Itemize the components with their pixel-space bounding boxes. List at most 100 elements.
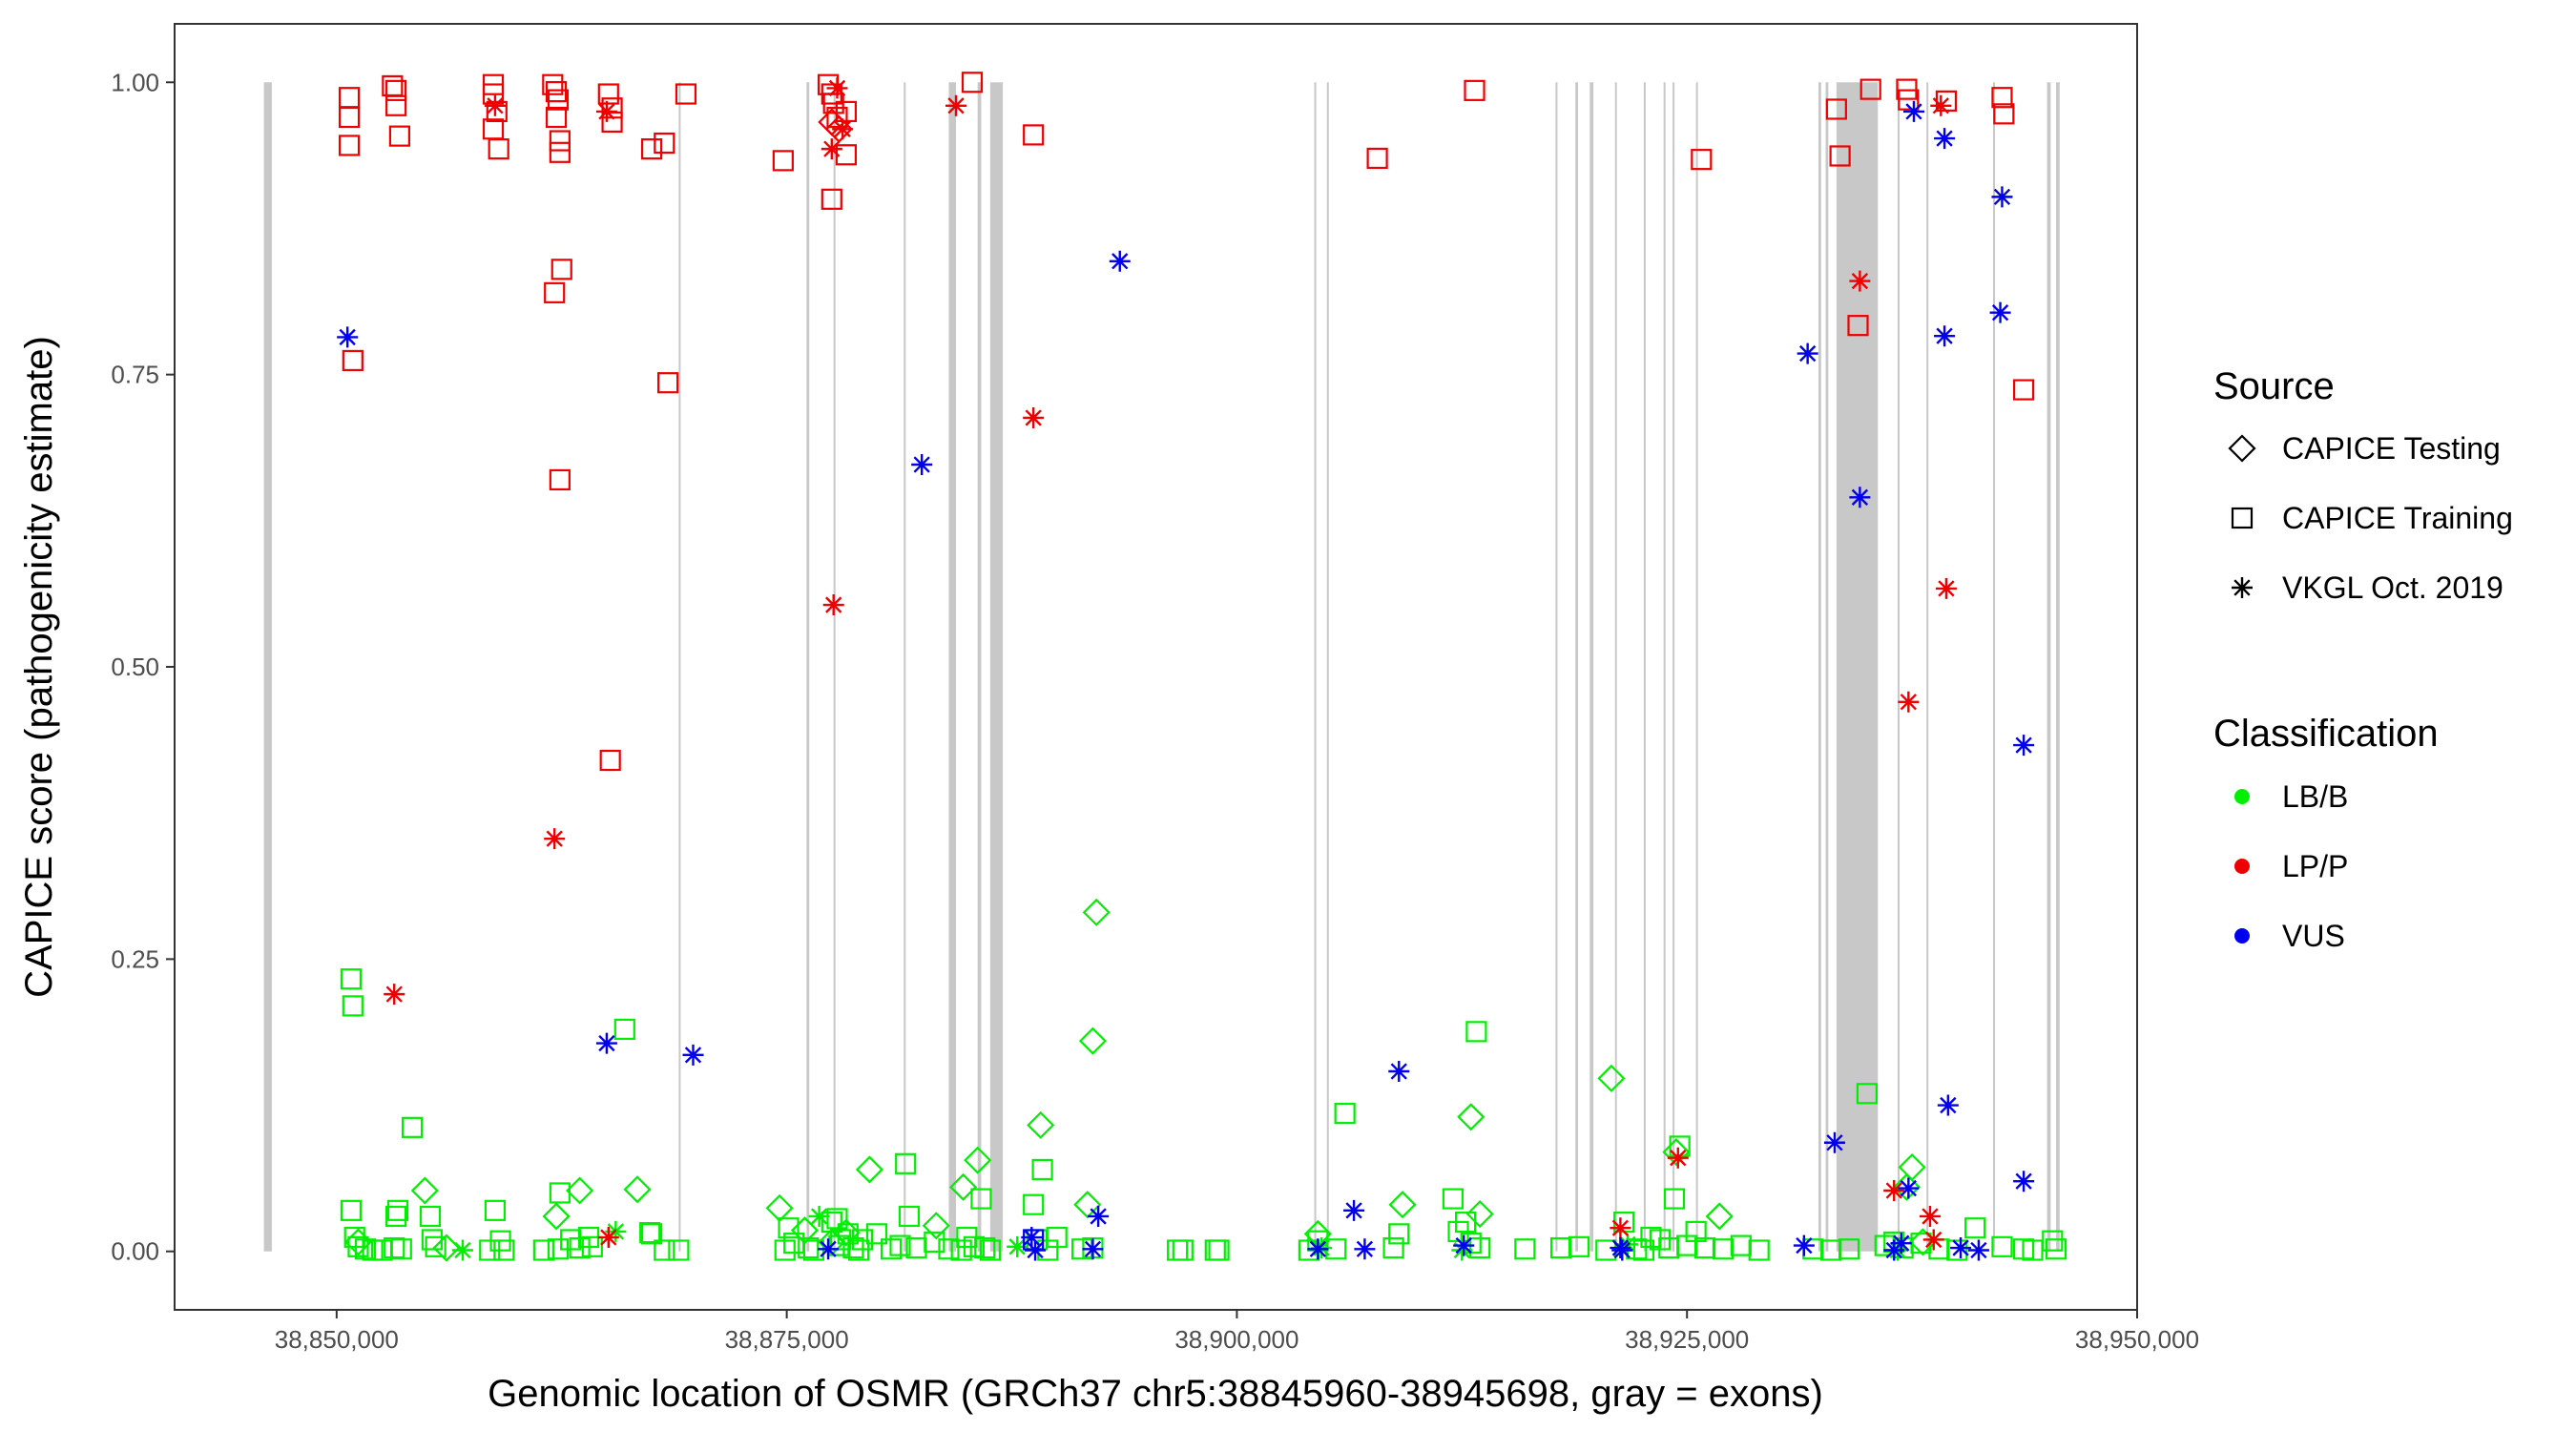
- data-point: [765, 1193, 794, 1222]
- data-point: [1705, 1202, 1734, 1231]
- data-point: [1667, 1147, 1689, 1169]
- data-point: [1930, 94, 1952, 116]
- data-point: [905, 1236, 927, 1259]
- data-point: [354, 1238, 377, 1260]
- data-point: [1823, 1131, 1845, 1153]
- data-point: [1902, 100, 1924, 122]
- data-point: [1023, 1193, 1045, 1215]
- legend-classification-label: VUS: [2282, 919, 2345, 953]
- exon-band: [1825, 82, 1829, 1252]
- data-point: [1898, 691, 1920, 713]
- data-point: [2013, 1171, 2035, 1192]
- data-point: [1465, 1021, 1487, 1043]
- data-point: [347, 1235, 369, 1257]
- data-point: [1991, 1235, 2013, 1257]
- exon-band: [1836, 82, 1879, 1252]
- legend-source-label: CAPICE Testing: [2282, 431, 2501, 466]
- exon-band: [977, 82, 982, 1252]
- data-point: [1088, 1205, 1110, 1227]
- data-point: [2013, 735, 2035, 757]
- data-point: [1934, 325, 1956, 347]
- data-point: [1334, 1103, 1356, 1125]
- data-point: [484, 1199, 507, 1221]
- data-point: [950, 1239, 972, 1261]
- data-point: [1663, 1188, 1686, 1210]
- y-tick-label: 0.50: [111, 653, 159, 681]
- data-point: [549, 1182, 571, 1204]
- exon-band: [2056, 82, 2060, 1252]
- data-point: [544, 281, 566, 303]
- data-point: [640, 1223, 663, 1245]
- data-point: [1307, 1238, 1329, 1260]
- legend: Source CAPICE Testing CAPICE Training VKGL…: [2213, 365, 2513, 953]
- data-point: [1898, 1152, 1926, 1182]
- data-point: [924, 1231, 945, 1254]
- data-point: [1693, 1236, 1716, 1259]
- data-point: [1967, 1239, 1989, 1261]
- data-point: [1388, 1061, 1410, 1083]
- data-point: [1849, 487, 1871, 508]
- data-point: [1934, 128, 1956, 150]
- data-point: [1964, 1217, 1986, 1239]
- data-point: [855, 1155, 883, 1184]
- data-point: [682, 1044, 704, 1066]
- data-point: [970, 1188, 992, 1210]
- data-point: [1388, 1191, 1417, 1219]
- data-point: [1388, 1223, 1410, 1245]
- data-point: [1937, 1094, 1959, 1116]
- data-point: [385, 79, 407, 101]
- data-point: [1025, 1239, 1047, 1261]
- data-point: [1898, 89, 1920, 111]
- legend-source-items: CAPICE Testing CAPICE Training VKGL Oct. 2…: [2228, 431, 2513, 605]
- data-point: [1922, 1229, 1944, 1251]
- data-point: [1946, 1239, 1968, 1261]
- x-tick-label: 38,925,000: [1625, 1325, 1749, 1354]
- data-point: [419, 1205, 442, 1228]
- data-point: [1109, 250, 1131, 272]
- data-point: [822, 594, 844, 616]
- data-point: [482, 118, 505, 140]
- x-tick-label: 38,850,000: [275, 1325, 399, 1354]
- data-point: [1849, 270, 1871, 292]
- data-point: [1023, 124, 1045, 146]
- data-point: [898, 1205, 921, 1228]
- exon-band: [1898, 82, 1901, 1252]
- data-point: [1610, 1217, 1631, 1239]
- exon-band: [948, 82, 957, 1252]
- exon-band: [904, 82, 906, 1252]
- data-point: [889, 1234, 911, 1256]
- exon-band: [1589, 82, 1594, 1252]
- data-point: [1208, 1239, 1230, 1261]
- data-point: [342, 995, 364, 1017]
- data-point: [1021, 1227, 1043, 1249]
- data-point: [581, 1235, 603, 1257]
- exon-band: [1663, 82, 1666, 1252]
- data-point: [1691, 149, 1713, 171]
- data-point: [1712, 1238, 1735, 1260]
- exon-band: [1672, 82, 1675, 1252]
- exon-band: [1314, 82, 1317, 1252]
- data-point: [493, 1239, 515, 1261]
- data-point: [599, 749, 621, 772]
- exon-band: [1614, 82, 1617, 1252]
- exon-band: [1326, 82, 1329, 1252]
- data-point: [640, 138, 663, 160]
- data-point: [337, 326, 359, 348]
- y-tick-label: 0.25: [111, 944, 159, 973]
- exon-band: [833, 82, 836, 1252]
- data-point: [865, 1223, 888, 1245]
- data-point: [922, 1212, 950, 1240]
- data-point: [1662, 1138, 1691, 1167]
- data-point: [1829, 145, 1851, 167]
- data-point: [388, 125, 410, 147]
- data-point: [1325, 1238, 1347, 1260]
- data-point: [1658, 1236, 1680, 1259]
- exon-band: [1818, 82, 1821, 1252]
- y-tick-label: 0.00: [111, 1237, 159, 1266]
- data-point: [1442, 1188, 1464, 1210]
- y-axis-title: CAPICE score (pathogenicity estimate): [18, 336, 60, 998]
- data-point: [1007, 1235, 1028, 1257]
- legend-source-title: Source: [2213, 365, 2335, 407]
- data-point: [1991, 186, 2013, 208]
